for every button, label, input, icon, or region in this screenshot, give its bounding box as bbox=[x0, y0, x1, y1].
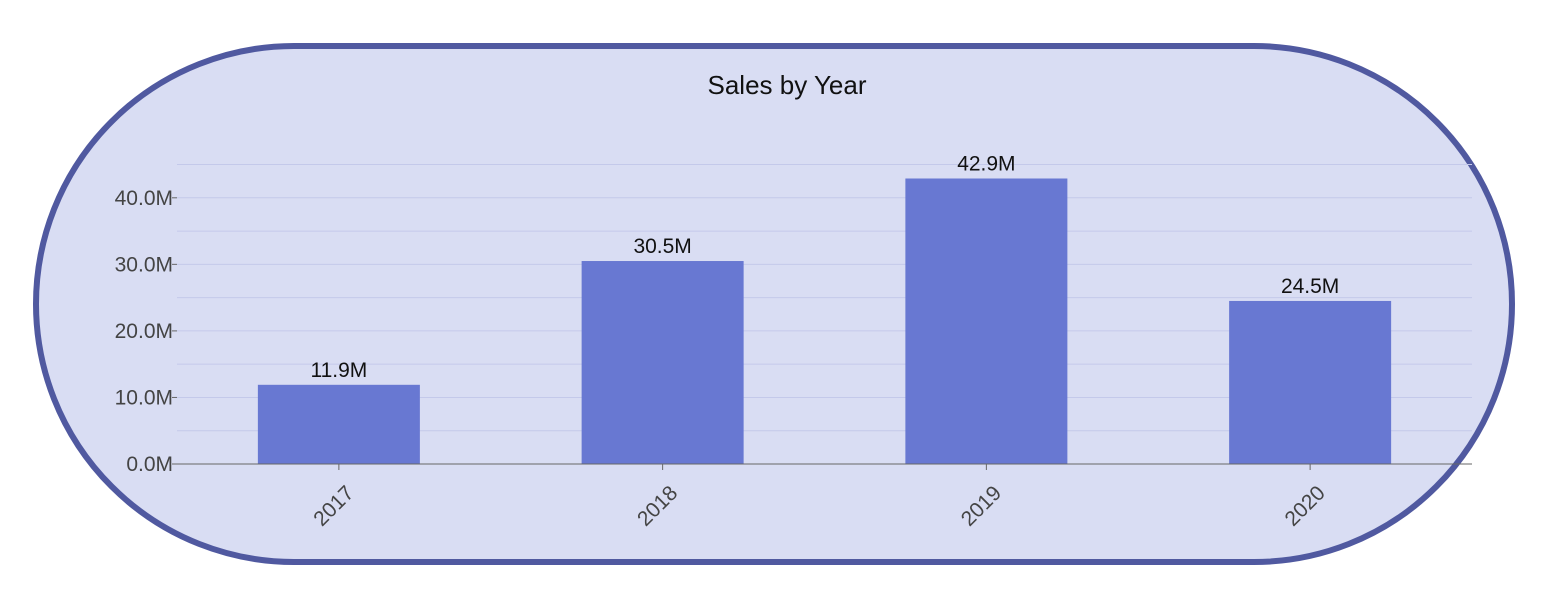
bar-2018 bbox=[581, 261, 744, 464]
bar-2020 bbox=[1229, 300, 1392, 464]
chart-title: Sales by Year bbox=[707, 70, 866, 100]
x-axis: 2017 2018 2019 2020 bbox=[177, 463, 1472, 531]
x-tick-label-2019: 2019 bbox=[957, 481, 1006, 530]
x-tick-label-2018: 2018 bbox=[633, 481, 682, 530]
data-label-2020: 24.5M bbox=[1281, 275, 1339, 298]
y-tick-label: 20.0M bbox=[115, 320, 173, 343]
y-tick-label: 10.0M bbox=[115, 386, 173, 409]
y-axis: 0.0M 10.0M 20.0M 30.0M 40.0M bbox=[115, 187, 177, 476]
y-tick-label: 40.0M bbox=[115, 187, 173, 210]
bar-2017 bbox=[257, 384, 420, 464]
x-tick-label-2017: 2017 bbox=[309, 481, 358, 530]
data-label-2017: 11.9M bbox=[310, 359, 367, 382]
y-tick-label: 30.0M bbox=[115, 253, 173, 276]
bars bbox=[257, 178, 1392, 465]
x-tick-label-2020: 2020 bbox=[1281, 481, 1330, 530]
y-tick-label: 0.0M bbox=[126, 453, 173, 476]
data-label-2019: 42.9M bbox=[957, 153, 1015, 176]
bar-2019 bbox=[905, 178, 1068, 465]
data-labels: 11.9M 30.5M 42.9M 24.5M bbox=[310, 153, 1339, 382]
data-label-2018: 30.5M bbox=[633, 235, 691, 258]
